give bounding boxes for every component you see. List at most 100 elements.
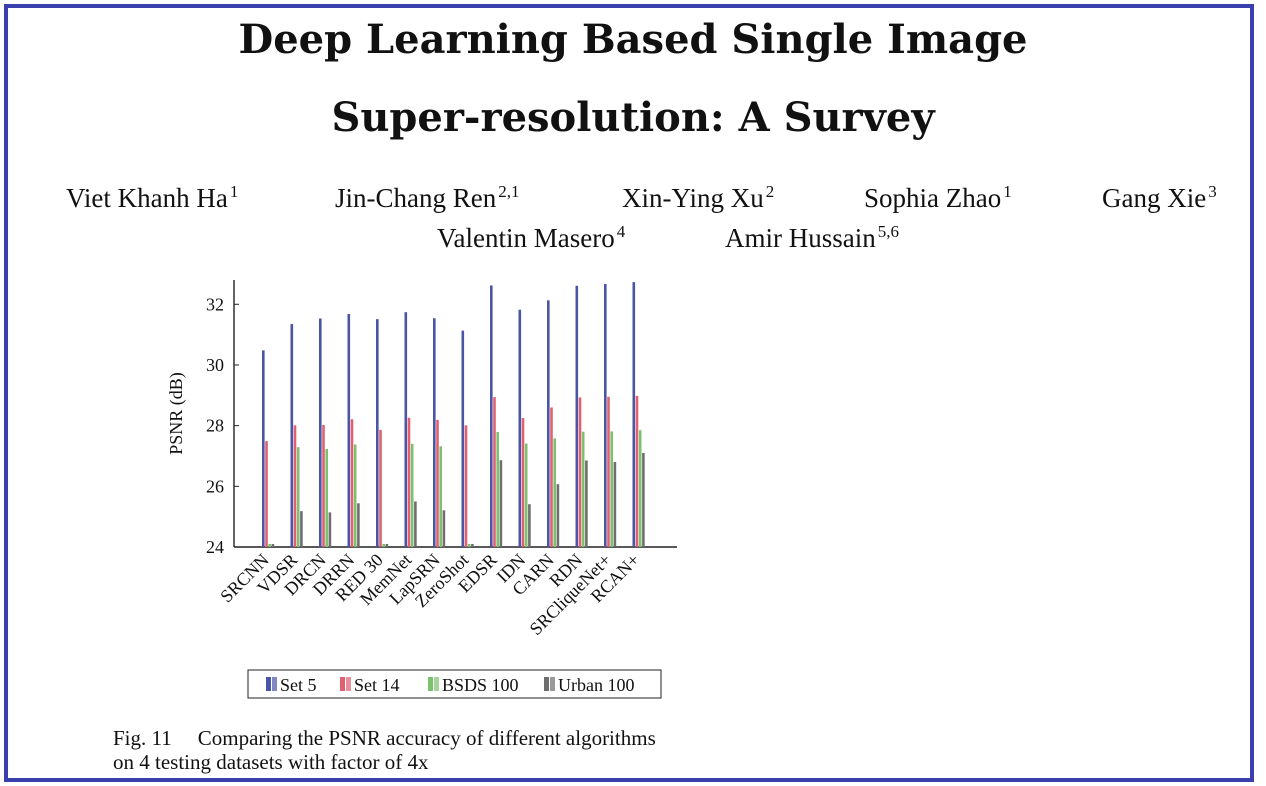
legend-label: Urban 100 — [558, 675, 634, 695]
author-affiliation: 2,1 — [498, 182, 520, 201]
legend-box — [247, 669, 662, 699]
legend-swatch — [340, 677, 345, 691]
bar-set-14 — [407, 417, 411, 547]
bar-set-14 — [521, 418, 525, 547]
bar-set-5 — [433, 318, 436, 547]
bar-set-5 — [347, 313, 351, 547]
bar-urban-100 — [642, 452, 645, 547]
legend-swatch — [266, 677, 271, 691]
bar-set-5 — [547, 300, 550, 547]
bar-set-14 — [635, 395, 639, 547]
bar-urban-100 — [528, 504, 531, 547]
figure-caption: Fig. 11 Comparing the PSNR accuracy of di… — [113, 726, 656, 774]
bar-bsds-100 — [496, 432, 499, 547]
bar-set-5 — [404, 312, 408, 547]
bar-set-5 — [490, 285, 493, 547]
caption-line2: on 4 testing datasets with factor of 4x — [113, 750, 429, 774]
bar-set-14 — [379, 429, 382, 547]
author-1: Viet Khanh Ha 1 — [66, 182, 238, 214]
author-name: Viet Khanh Ha — [66, 183, 228, 213]
bar-bsds-100 — [439, 446, 442, 547]
author-affiliation: 5,6 — [877, 222, 899, 241]
author-6: Valentin Masero 4 — [437, 222, 625, 254]
author-7: Amir Hussain 5,6 — [725, 222, 899, 254]
bar-urban-100 — [414, 501, 417, 547]
legend-label: BSDS 100 — [442, 675, 519, 695]
legend-swatch — [428, 677, 433, 691]
author-name: Jin-Chang Ren — [335, 183, 497, 213]
bar-urban-100 — [585, 460, 588, 547]
author-name: Sophia Zhao — [864, 183, 1002, 213]
paper-title-line2: Super-resolution: A Survey — [331, 94, 935, 141]
caption-label: Fig. 11 — [113, 726, 172, 750]
paper-title-line1: Deep Learning Based Single Image — [238, 16, 1028, 63]
legend-swatch — [346, 677, 351, 691]
bar-urban-100 — [442, 510, 446, 547]
caption-line1: Comparing the PSNR accuracy of different… — [197, 726, 656, 750]
bar-urban-100 — [471, 543, 474, 547]
page-frame — [4, 4, 1254, 782]
legend-swatch — [550, 677, 555, 691]
bar-bsds-100 — [638, 430, 642, 547]
bar-set-5 — [604, 283, 607, 547]
author-name: Amir Hussain — [725, 223, 876, 253]
y-tick-label: 26 — [206, 476, 224, 496]
y-axis-label: PSNR (dB) — [166, 372, 187, 455]
bar-set-14 — [436, 419, 439, 547]
bar-bsds-100 — [268, 543, 271, 547]
bar-set-14 — [350, 419, 354, 547]
bar-set-5 — [376, 319, 379, 547]
bar-bsds-100 — [524, 443, 528, 547]
bar-set-14 — [464, 425, 468, 547]
author-affiliation: 1 — [229, 182, 239, 201]
author-affiliation: 2 — [765, 182, 775, 201]
bar-urban-100 — [613, 462, 617, 547]
bar-set-14 — [293, 425, 297, 547]
author-affiliation: 1 — [1003, 182, 1012, 201]
legend-swatch — [272, 677, 277, 691]
bar-urban-100 — [300, 511, 303, 547]
y-tick-label: 32 — [206, 294, 224, 314]
author-affiliation: 3 — [1208, 182, 1217, 201]
bar-bsds-100 — [467, 543, 471, 547]
author-4: Sophia Zhao 1 — [864, 182, 1012, 214]
bar-set-14 — [493, 397, 496, 547]
bar-urban-100 — [385, 543, 389, 547]
bar-urban-100 — [556, 484, 560, 547]
bar-set-14 — [265, 441, 268, 547]
legend-swatch — [544, 677, 549, 691]
bar-bsds-100 — [610, 431, 613, 547]
bar-set-14 — [322, 425, 325, 547]
y-tick-label: 28 — [206, 416, 224, 436]
bar-set-5 — [575, 285, 579, 547]
author-name: Valentin Masero — [437, 223, 615, 253]
bar-bsds-100 — [296, 447, 300, 547]
bar-set-5 — [632, 282, 636, 547]
bar-urban-100 — [357, 503, 360, 547]
bar-urban-100 — [328, 512, 332, 547]
bar-bsds-100 — [553, 438, 556, 547]
bar-set-14 — [607, 396, 610, 547]
bar-bsds-100 — [325, 448, 328, 547]
bar-bsds-100 — [382, 543, 385, 547]
bar-bsds-100 — [581, 431, 585, 547]
legend-label: Set 14 — [354, 675, 400, 695]
bar-set-5 — [319, 318, 322, 547]
author-name: Xin-Ying Xu — [622, 183, 764, 213]
bar-urban-100 — [271, 543, 275, 547]
author-affiliation: 4 — [616, 222, 626, 241]
y-tick-label: 30 — [206, 355, 224, 375]
bar-bsds-100 — [410, 443, 414, 547]
legend-label: Set 5 — [280, 675, 317, 695]
bar-set-5 — [290, 323, 294, 547]
author-5: Gang Xie 3 — [1102, 182, 1217, 214]
author-name: Gang Xie — [1102, 183, 1207, 213]
author-3: Xin-Ying Xu 2 — [622, 182, 774, 214]
bar-urban-100 — [499, 460, 503, 547]
y-tick-label: 24 — [206, 537, 224, 557]
bar-set-5 — [518, 309, 522, 547]
bar-set-5 — [461, 330, 465, 547]
bar-set-14 — [578, 397, 582, 547]
bar-bsds-100 — [353, 444, 357, 547]
